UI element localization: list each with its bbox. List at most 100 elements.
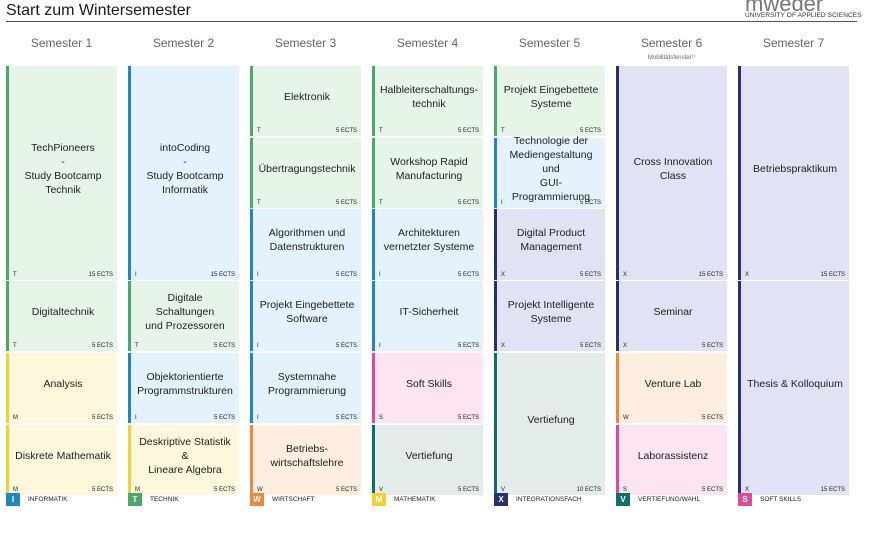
module-ects: 5 ECTS bbox=[335, 343, 357, 350]
module-ects: 5 ECTS bbox=[701, 343, 723, 350]
module-ects: 5 ECTS bbox=[91, 414, 113, 421]
module-title: IT-Sicherheit bbox=[399, 306, 459, 319]
module-card[interactable]: Betriebspraktikum X 15 ECTS bbox=[738, 66, 849, 280]
module-card[interactable]: Halbleiterschaltungs- technik T 5 ECTS bbox=[372, 66, 483, 137]
module-title: Analysis bbox=[43, 377, 83, 390]
legend-swatch: V bbox=[616, 492, 630, 506]
module-title: Cross Innovation Class bbox=[633, 155, 713, 182]
module-card[interactable]: Deskriptive Statistik & Lineare Algebra M… bbox=[128, 424, 239, 495]
module-category-code: I bbox=[379, 271, 381, 278]
module-title: Digital Product Management bbox=[516, 227, 586, 254]
module-card[interactable]: TechPioneers - Study Bootcamp Technik T 15… bbox=[6, 66, 117, 280]
module-card[interactable]: Betriebs- wirtschaftslehre W 5 ECTS bbox=[250, 424, 361, 495]
module-category-code: X bbox=[623, 271, 628, 278]
module-card[interactable]: Projekt Eingebettete Systeme T 5 ECTS bbox=[494, 66, 605, 137]
semester-header: Semester 5 bbox=[518, 36, 581, 50]
legend-label: WIRTSCHAFT bbox=[272, 495, 315, 503]
module-ects: 5 ECTS bbox=[579, 128, 601, 135]
module-title: Projekt Intelligente Systeme bbox=[507, 299, 595, 326]
module-category-code: V bbox=[501, 486, 506, 493]
module-ects: 15 ECTS bbox=[698, 271, 723, 278]
module-card[interactable]: Algorithmen und Datenstrukturen I 5 ECTS bbox=[250, 209, 361, 280]
module-title: Vertiefung bbox=[527, 413, 575, 426]
module-category-code: X bbox=[623, 343, 628, 350]
module-title: Laborassistenz bbox=[637, 449, 709, 462]
module-card[interactable]: intoCoding - Study Bootcamp Informatik I 1… bbox=[128, 66, 239, 280]
module-ects: 5 ECTS bbox=[335, 199, 357, 206]
module-category-code: V bbox=[379, 486, 384, 493]
category-legend: I INFORMATIK T TECHNIK W WIRTSCHAFT M MATHEMATI… bbox=[0, 492, 880, 508]
semester-header: Semester 4 bbox=[396, 36, 459, 50]
module-title: Digitale Schaltungen und Prozessoren bbox=[145, 292, 225, 333]
module-card[interactable]: Objektorientierte Programmstrukturen I 5 E… bbox=[128, 352, 239, 423]
module-card[interactable]: Elektronik T 5 ECTS bbox=[250, 66, 361, 137]
module-title: Systemnahe Programmierung bbox=[267, 370, 347, 397]
module-ects: 5 ECTS bbox=[457, 486, 479, 493]
module-card[interactable]: Diskrete Mathematik M 5 ECTS bbox=[6, 424, 117, 495]
module-category-code: T bbox=[379, 199, 383, 206]
module-category-code: X bbox=[501, 271, 506, 278]
university-logo: mweder bbox=[745, 0, 824, 16]
legend-swatch: I bbox=[6, 492, 20, 506]
module-card[interactable]: Digital Product Management X 5 ECTS bbox=[494, 209, 605, 280]
module-card[interactable]: Workshop Rapid Manufacturing T 5 ECTS bbox=[372, 137, 483, 208]
legend-swatch: X bbox=[494, 492, 508, 506]
module-title: Objektorientierte Programmstrukturen bbox=[137, 370, 233, 397]
module-card[interactable]: Projekt Intelligente Systeme X 5 ECTS bbox=[494, 281, 605, 352]
module-category-code: I bbox=[257, 414, 259, 421]
module-ects: 5 ECTS bbox=[579, 343, 601, 350]
module-card[interactable]: Digitale Schaltungen und Prozessoren T 5 E… bbox=[128, 281, 239, 352]
module-card[interactable]: Thesis & Kolloquium X 15 ECTS bbox=[738, 281, 849, 495]
module-title: TechPioneers - Study Bootcamp Technik bbox=[24, 141, 102, 196]
module-card[interactable]: IT-Sicherheit I 5 ECTS bbox=[372, 281, 483, 352]
module-card[interactable]: Vertiefung V 5 ECTS bbox=[372, 424, 483, 495]
module-card[interactable]: Seminar X 5 ECTS bbox=[616, 281, 727, 352]
legend-item: T TECHNIK bbox=[128, 492, 179, 506]
module-ects: 5 ECTS bbox=[579, 271, 601, 278]
module-card[interactable]: Laborassistenz S 5 ECTS bbox=[616, 424, 727, 495]
module-title: Betriebs- wirtschaftslehre bbox=[270, 442, 344, 469]
module-ects: 5 ECTS bbox=[335, 414, 357, 421]
module-card[interactable]: Vertiefung V 10 ECTS bbox=[494, 352, 605, 495]
module-ects: 15 ECTS bbox=[820, 271, 845, 278]
module-title: Projekt Eingebettete Software bbox=[259, 299, 355, 326]
module-card[interactable]: Projekt Eingebettete Software I 5 ECTS bbox=[250, 281, 361, 352]
module-card[interactable]: Venture Lab W 5 ECTS bbox=[616, 352, 727, 423]
module-ects: 5 ECTS bbox=[579, 199, 601, 206]
module-card[interactable]: Digitaltechnik T 5 ECTS bbox=[6, 281, 117, 352]
legend-item: X INTEGRATIONSFACH bbox=[494, 492, 582, 506]
module-ects: 5 ECTS bbox=[335, 486, 357, 493]
legend-item: W WIRTSCHAFT bbox=[250, 492, 315, 506]
module-category-code: T bbox=[379, 128, 383, 135]
module-title: Betriebspraktikum bbox=[752, 162, 838, 175]
module-category-code: T bbox=[257, 199, 261, 206]
module-category-code: I bbox=[501, 199, 503, 206]
module-category-code: T bbox=[13, 343, 17, 350]
module-category-code: X bbox=[745, 271, 750, 278]
module-card[interactable]: Technologie der Mediengestaltung und GUI… bbox=[494, 135, 605, 208]
module-card[interactable]: Übertragungstechnik T 5 ECTS bbox=[250, 137, 361, 208]
module-title: Technologie der Mediengestaltung und GUI… bbox=[509, 134, 593, 203]
legend-item: V VERTIEFUNG/WAHL bbox=[616, 492, 700, 506]
module-ects: 5 ECTS bbox=[213, 414, 235, 421]
module-ects: 5 ECTS bbox=[213, 486, 235, 493]
module-ects: 5 ECTS bbox=[701, 486, 723, 493]
module-ects: 15 ECTS bbox=[820, 486, 845, 493]
module-card[interactable]: Systemnahe Programmierung I 5 ECTS bbox=[250, 352, 361, 423]
module-title: Thesis & Kolloquium bbox=[747, 377, 843, 390]
legend-swatch: T bbox=[128, 492, 142, 506]
module-card[interactable]: Cross Innovation Class X 15 ECTS bbox=[616, 66, 727, 280]
module-card[interactable]: Architekturen vernetzter Systeme I 5 ECTS bbox=[372, 209, 483, 280]
semester-note: Mobilitätsfenster¹⁾ bbox=[647, 55, 696, 61]
module-category-code: X bbox=[745, 486, 750, 493]
module-card[interactable]: Analysis M 5 ECTS bbox=[6, 352, 117, 423]
module-title: Soft Skills bbox=[405, 377, 453, 390]
module-card[interactable]: Soft Skills S 5 ECTS bbox=[372, 352, 483, 423]
header-divider bbox=[6, 21, 857, 22]
legend-item: I INFORMATIK bbox=[6, 492, 68, 506]
semester-header: Semester 1 bbox=[30, 36, 93, 50]
module-ects: 10 ECTS bbox=[576, 486, 601, 493]
module-ects: 15 ECTS bbox=[88, 271, 113, 278]
page-header: Start zum Wintersemester mweder UNIVERSI… bbox=[0, 0, 880, 26]
